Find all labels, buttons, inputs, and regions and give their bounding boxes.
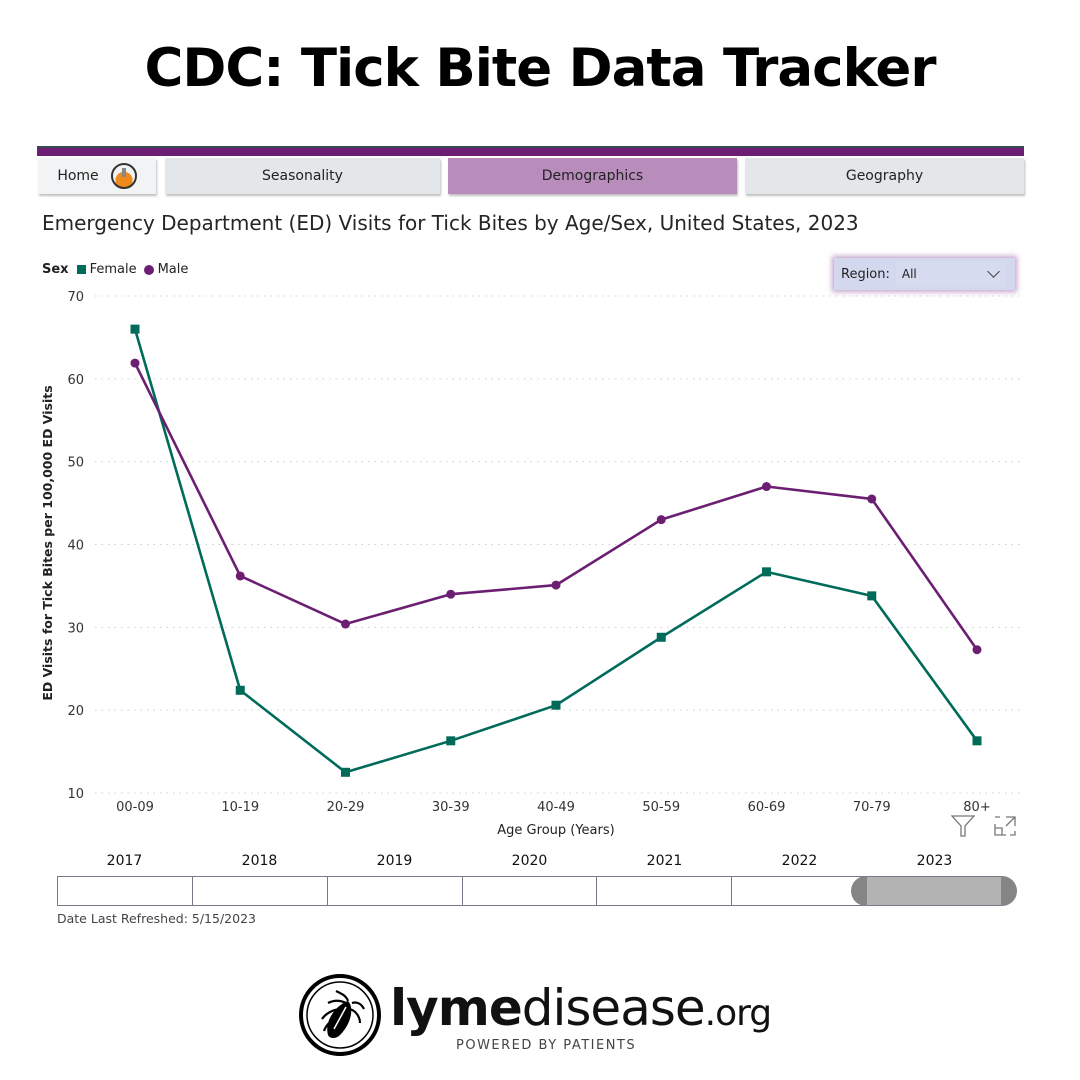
male-point (656, 515, 666, 525)
legend-male-label: Male (157, 262, 189, 277)
lymedisease-logo: lymedisease.org POWERED BY PATIENTS (298, 973, 772, 1057)
slider-handle-right[interactable] (1001, 876, 1018, 906)
y-axis-title: ED Visits for Tick Bites per 100,000 ED … (40, 385, 55, 700)
tab-demographics[interactable]: Demographics (448, 158, 737, 194)
tab-seasonality[interactable]: Seasonality (165, 158, 440, 194)
focus-mode-icon[interactable] (994, 816, 1016, 836)
y-tick-label: 60 (67, 373, 84, 388)
y-tick-label: 20 (67, 704, 84, 719)
male-point (972, 645, 982, 655)
series-female (130, 324, 982, 777)
x-axis-title: Age Group (Years) (497, 823, 614, 838)
series-group (130, 324, 982, 777)
x-tick-label: 10-19 (221, 800, 259, 815)
header-accent-bar (37, 146, 1024, 156)
female-point (867, 591, 877, 601)
year-label: 2019 (376, 853, 413, 869)
line-chart: 10 20 30 40 50 60 70 00-09 10-19 20-29 30-39 40-49… (40, 290, 1020, 838)
tab-home-label: Home (57, 168, 99, 184)
logo-tagline: POWERED BY PATIENTS (456, 1038, 637, 1053)
tab-geography[interactable]: Geography (745, 158, 1024, 194)
logo-text-org: .org (704, 993, 772, 1034)
x-tick-label: 70-79 (853, 800, 891, 815)
male-point (130, 358, 140, 368)
chart-title: Emergency Department (ED) Visits for Tic… (42, 211, 859, 235)
y-axis-ticks: 10 20 30 40 50 60 70 (67, 290, 84, 802)
male-point (446, 589, 456, 599)
legend-title: Sex (42, 262, 69, 277)
y-tick-label: 40 (67, 539, 84, 554)
home-logo-icon (110, 163, 137, 189)
y-tick-label: 30 (67, 621, 84, 636)
female-point (762, 567, 771, 577)
year-slot-2023[interactable] (851, 876, 1018, 906)
female-point (551, 700, 561, 710)
logo-text-light: disease (521, 979, 706, 1037)
region-label: Region: (841, 266, 890, 282)
year-label: 2022 (781, 853, 818, 869)
year-slider[interactable] (57, 876, 1018, 906)
x-tick-label: 80+ (963, 800, 990, 815)
year-slot-2017[interactable] (58, 877, 193, 905)
female-point (972, 736, 982, 746)
year-slot-2018[interactable] (193, 877, 328, 905)
gridlines (95, 295, 1020, 794)
female-point (656, 632, 666, 642)
date-last-refreshed: Date Last Refreshed: 5/15/2023 (57, 911, 256, 926)
male-point (551, 580, 561, 590)
filter-icon[interactable] (951, 815, 975, 837)
x-tick-label: 60-69 (748, 800, 786, 815)
male-line (133, 362, 979, 651)
year-slot-2021[interactable] (597, 877, 733, 905)
x-tick-label: 30-39 (432, 800, 470, 815)
tick-logo-icon (299, 974, 381, 1056)
year-label: 2018 (241, 853, 278, 869)
x-axis-ticks: 00-09 10-19 20-29 30-39 40-49 50-59 60-69 70-79… (116, 800, 991, 815)
page-title: CDC: Tick Bite Data Tracker (144, 38, 936, 99)
legend-female-label: Female (89, 262, 137, 277)
legend-female-marker (76, 265, 86, 274)
female-point (235, 685, 245, 695)
y-tick-label: 70 (67, 290, 84, 305)
region-select[interactable]: All (895, 261, 1006, 287)
series-male (130, 358, 982, 655)
region-dropdown[interactable]: Region: All (834, 258, 1015, 290)
slider-handle-left[interactable] (851, 876, 868, 906)
year-labels: 2017 2018 2019 2020 2021 2022 2023 (57, 853, 1002, 873)
male-point (341, 619, 350, 629)
year-label: 2020 (511, 853, 548, 869)
year-slot-2019[interactable] (328, 877, 463, 905)
x-tick-label: 00-09 (116, 800, 154, 815)
logo-text-bold: lyme (390, 979, 523, 1037)
female-point (341, 767, 350, 777)
y-tick-label: 10 (67, 787, 84, 802)
female-point (446, 736, 456, 746)
year-slot-2022[interactable] (732, 877, 868, 905)
male-point (867, 494, 877, 504)
region-value: All (901, 267, 917, 281)
logo-wordmark: lymedisease.org (390, 979, 772, 1037)
y-tick-label: 50 (67, 456, 84, 471)
tab-home[interactable]: Home (38, 158, 156, 194)
year-label: 2017 (106, 853, 143, 869)
male-point (762, 482, 771, 492)
male-point (235, 571, 245, 581)
chart-legend: Sex Female Male (42, 262, 188, 277)
legend-male-marker (143, 264, 154, 275)
x-tick-label: 20-29 (327, 800, 365, 815)
female-point (130, 324, 140, 334)
year-slot-2020[interactable] (463, 877, 598, 905)
x-tick-label: 40-49 (537, 800, 575, 815)
year-label: 2021 (646, 853, 683, 869)
year-label: 2023 (916, 853, 953, 869)
x-tick-label: 50-59 (642, 800, 680, 815)
